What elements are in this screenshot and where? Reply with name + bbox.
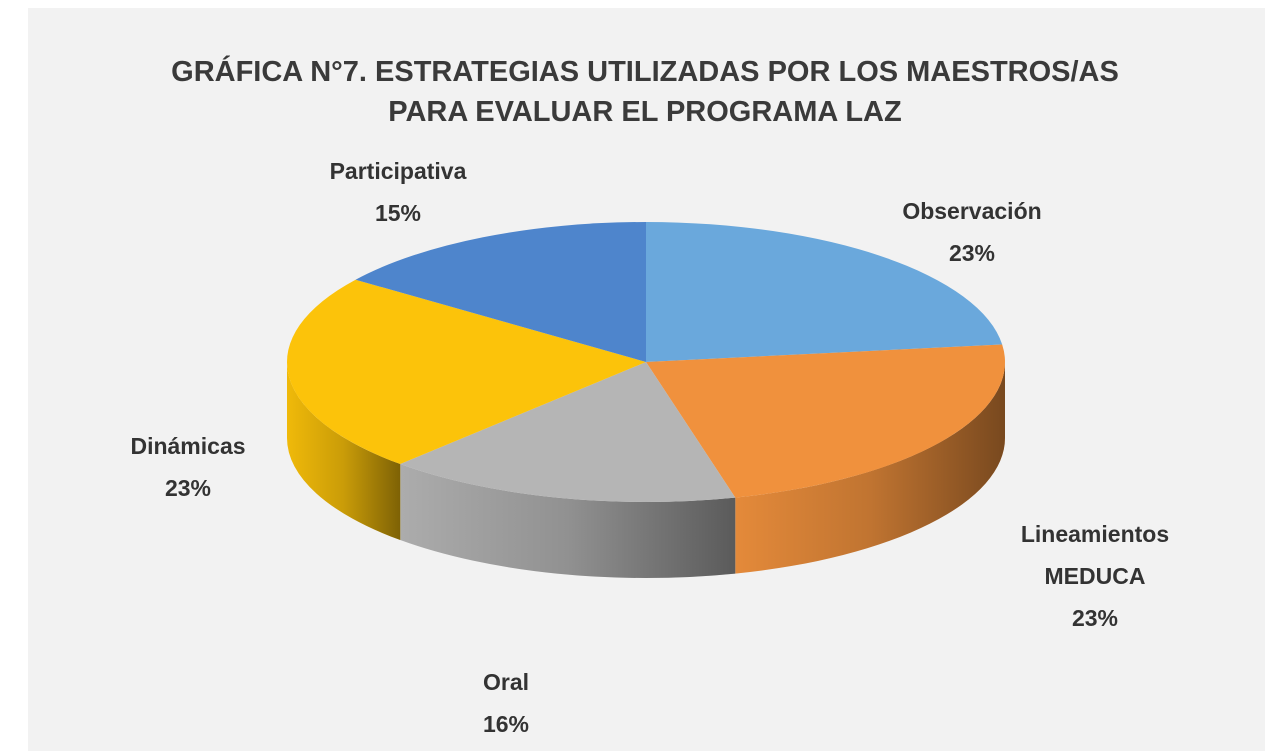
- slice-top: [355, 222, 646, 362]
- value-label: 16%: [482, 711, 530, 737]
- slice-top: [646, 344, 1005, 498]
- category-label: Lineamientos MEDUCA: [1020, 521, 1170, 589]
- value-label: 23%: [164, 475, 212, 501]
- value-label: 23%: [1071, 605, 1119, 631]
- category-label: Oral: [482, 669, 530, 695]
- data-label: Observación 23%: [867, 190, 1077, 274]
- pie-slice: [355, 222, 646, 362]
- slice-side-shade: [400, 464, 736, 578]
- pie-slice: [286, 279, 646, 541]
- pie-slice: [646, 222, 1003, 362]
- category-label: Dinámicas: [130, 433, 246, 459]
- slice-side-shade: [735, 362, 1005, 574]
- category-label: Participativa: [329, 158, 467, 184]
- data-label: Oral 16%: [401, 661, 611, 745]
- slice-side-shade: [287, 362, 401, 541]
- pie-slice: [400, 362, 736, 578]
- data-label: Dinámicas 23%: [83, 425, 293, 509]
- data-label: Lineamientos MEDUCA 23%: [1005, 513, 1185, 639]
- value-label: 23%: [948, 240, 996, 266]
- value-label: 15%: [374, 200, 422, 226]
- slice-top: [400, 362, 736, 502]
- slice-top: [286, 279, 646, 465]
- chart-title: GRÁFICA N°7. ESTRATEGIAS UTILIZADAS POR …: [171, 56, 1119, 128]
- category-label: Observación: [902, 198, 1042, 224]
- slice-top: [646, 222, 1003, 362]
- data-label: Participativa 15%: [293, 150, 503, 234]
- pie-slice: [646, 344, 1005, 574]
